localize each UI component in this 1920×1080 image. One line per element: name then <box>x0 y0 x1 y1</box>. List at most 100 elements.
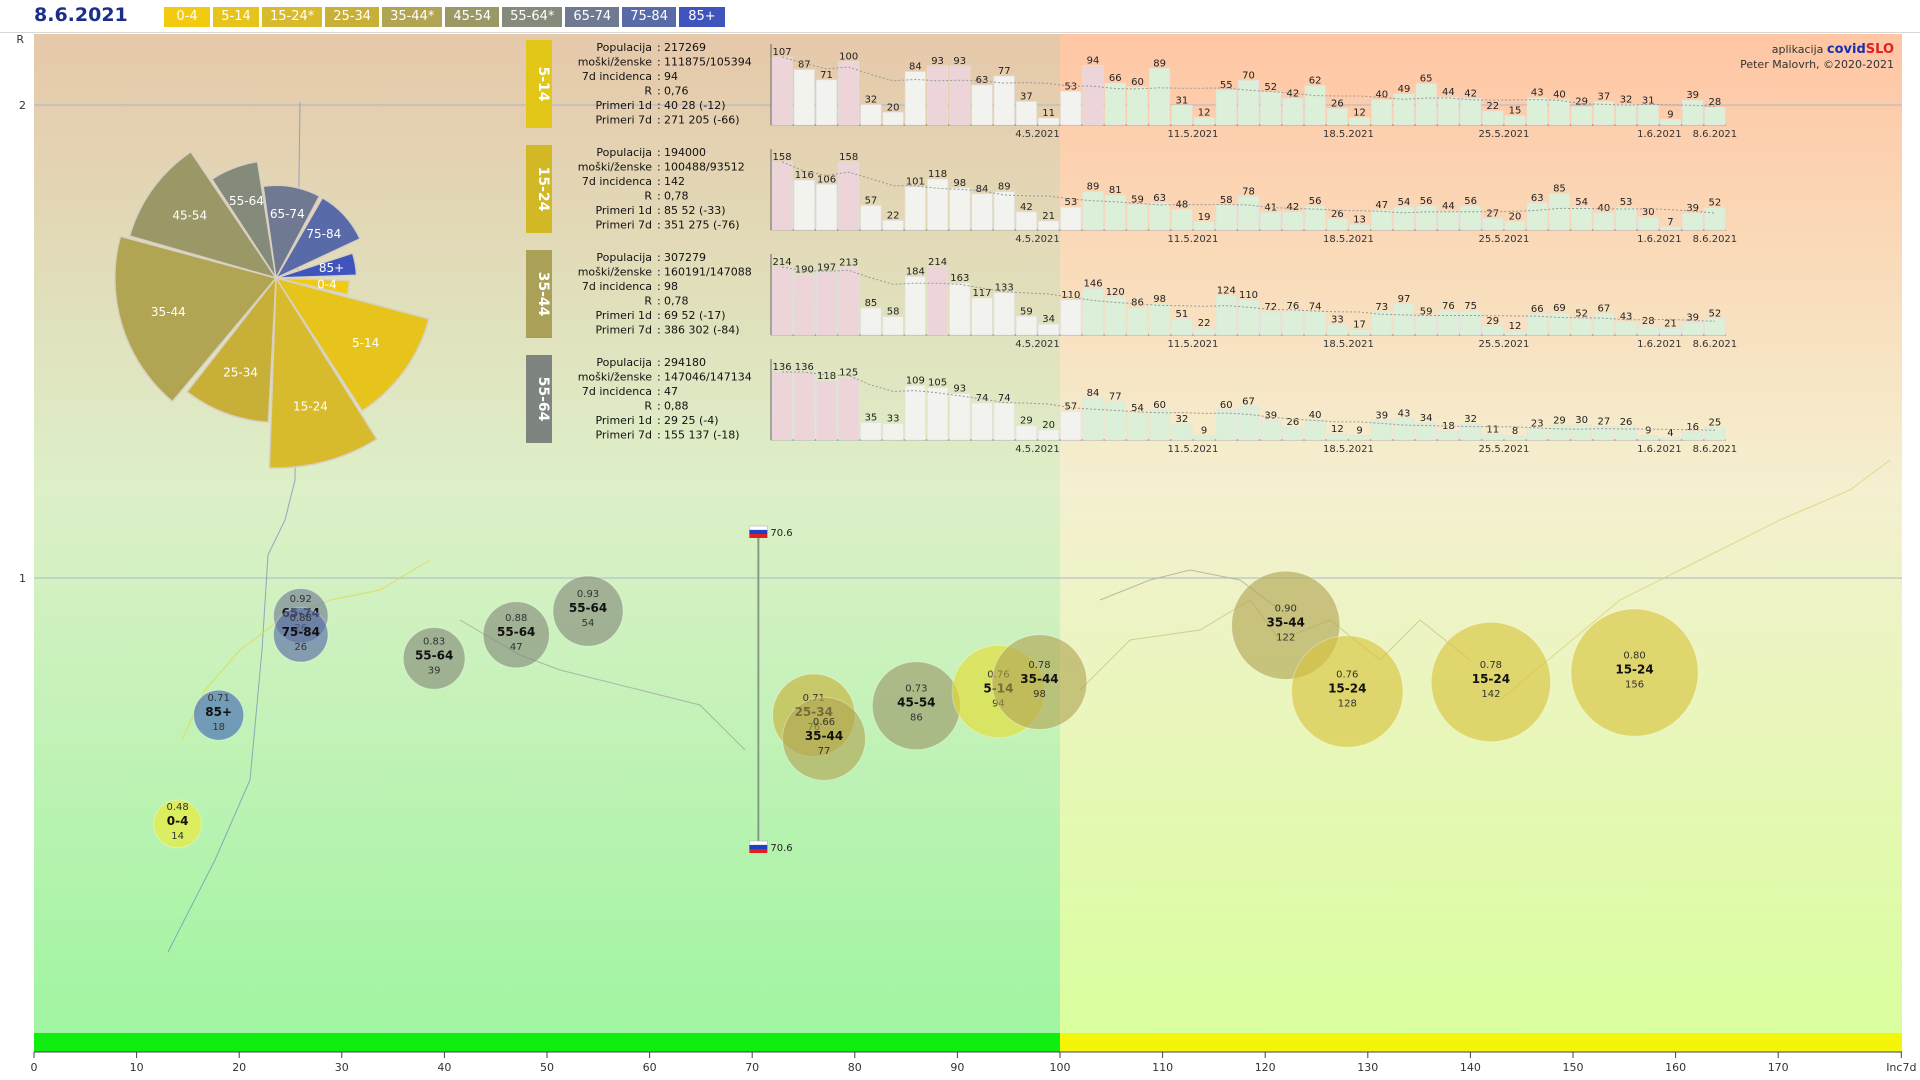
mini-bar-label: 32 <box>1620 95 1633 106</box>
mini-bar <box>771 56 793 126</box>
stat-label: moški/ženske <box>578 266 653 279</box>
pie-slice-label: 5-14 <box>352 336 379 350</box>
mini-bar <box>815 272 837 336</box>
stat-sep: : <box>657 414 661 427</box>
mini-bar-label: 65 <box>1420 74 1433 85</box>
mini-bar <box>1637 325 1659 336</box>
pie-slice-15-24 <box>268 275 378 469</box>
bubble-r-label: 0.90 <box>1275 603 1297 614</box>
stat-sep: : <box>657 204 661 217</box>
mini-bar <box>1282 310 1304 336</box>
mini-bar <box>1126 412 1148 441</box>
mini-bar-label: 77 <box>1109 392 1122 403</box>
mini-bar-label: 43 <box>1531 88 1544 99</box>
mini-bar <box>1215 295 1237 336</box>
mini-bar <box>1548 193 1570 231</box>
mini-bar-label: 98 <box>1153 294 1166 305</box>
mini-x-tick-label: 4.5.2021 <box>1015 234 1060 245</box>
mini-bar-label: 117 <box>972 288 991 299</box>
mini-bar <box>1393 206 1415 231</box>
bubble-r-label: 0.93 <box>577 589 599 600</box>
mini-bar <box>838 377 860 441</box>
reference-label-top: 70.6 <box>770 528 792 539</box>
stat-label: moški/ženske <box>578 56 653 69</box>
mini-bar-label: 84 <box>909 62 922 73</box>
mini-bar-label: 44 <box>1442 201 1455 212</box>
mini-bar <box>1126 204 1148 231</box>
pie-slice-label: 75-84 <box>306 227 341 241</box>
stat-sep: : <box>657 356 661 369</box>
strip-low <box>34 1033 1060 1052</box>
pie-slice-label: 25-34 <box>223 366 258 380</box>
bubble-r-label: 0.66 <box>813 717 835 728</box>
mini-bar-label: 106 <box>817 174 836 185</box>
pie-slice-label: 55-64 <box>229 194 264 208</box>
mini-bar <box>1393 93 1415 126</box>
mini-bar <box>927 178 949 231</box>
mini-bar <box>1038 323 1060 336</box>
legend-chip-9: 85+ <box>678 7 725 27</box>
pie-slice-label: 15-24 <box>293 399 328 413</box>
mini-x-tick-label: 8.6.2021 <box>1693 444 1738 455</box>
mini-bar-label: 158 <box>773 152 792 163</box>
bubble-group-label: 75-84 <box>282 625 320 639</box>
bubble-inc-label: 54 <box>582 618 595 629</box>
mini-bar-label: 52 <box>1264 82 1277 93</box>
strip-high <box>1060 1033 1902 1052</box>
stat-value: 160191/147088 <box>664 266 752 279</box>
mini-bar <box>1615 426 1637 441</box>
mini-bar <box>1526 428 1548 441</box>
mini-bar-label: 58 <box>1220 195 1233 206</box>
mini-bar-label: 110 <box>1061 290 1080 301</box>
credit-author: Peter Malovrh, ©2020-2021 <box>1740 58 1894 71</box>
mini-bar-label: 43 <box>1620 311 1633 322</box>
mini-bar-label: 54 <box>1398 197 1411 208</box>
x-tick-label: 10 <box>130 1061 144 1074</box>
mini-bar-label: 8 <box>1512 426 1518 437</box>
mini-bar-label: 76 <box>1287 301 1300 312</box>
stat-label: R <box>644 85 652 98</box>
mini-bar-label: 57 <box>865 195 878 206</box>
mini-bar <box>993 75 1015 126</box>
bubble-group-label: 15-24 <box>1615 663 1653 677</box>
stat-value: 386 302 (-84) <box>664 324 740 337</box>
mini-x-tick-label: 4.5.2021 <box>1015 129 1060 140</box>
mini-bar-label: 85 <box>1553 183 1566 194</box>
mini-bar-label: 23 <box>1531 419 1544 430</box>
stat-value: 294180 <box>664 356 706 369</box>
header-bar: 8.6.2021 0-4 5-14 15-24* 25-34 35-44* 45-54 55… <box>0 0 1920 33</box>
legend-chip-0: 0-4 <box>164 7 210 27</box>
stat-label: 7d incidenca <box>582 280 652 293</box>
stat-label: Populacija <box>596 251 652 264</box>
mini-bar <box>1193 117 1215 126</box>
stat-sep: : <box>657 429 661 442</box>
bubble-circle <box>552 575 624 647</box>
mini-bar <box>1282 98 1304 126</box>
stat-value: 307279 <box>664 251 706 264</box>
mini-bar-label: 86 <box>1131 298 1144 309</box>
stat-label: 7d incidenca <box>582 175 652 188</box>
panel-tab-label: 55-64 <box>535 377 551 422</box>
mini-bar-label: 21 <box>1042 211 1055 222</box>
mini-bar <box>1104 401 1126 441</box>
x-tick-label: 150 <box>1563 1061 1584 1074</box>
pie-slice-label: 35-44 <box>151 305 186 319</box>
mini-bar <box>1349 117 1371 126</box>
bubble-inc-label: 18 <box>212 722 225 733</box>
mini-bar <box>949 65 971 126</box>
mini-bar-label: 97 <box>1398 294 1411 305</box>
bubble-group-label: 35-44 <box>1267 615 1305 629</box>
mini-bar <box>1126 307 1148 336</box>
mini-bar-label: 66 <box>1109 73 1122 84</box>
mini-bar-label: 60 <box>1153 400 1166 411</box>
mini-bar <box>1482 325 1504 336</box>
mini-x-tick-label: 4.5.2021 <box>1015 444 1060 455</box>
mini-bar-label: 20 <box>887 102 900 113</box>
stat-value: 155 137 (-18) <box>664 429 740 442</box>
mini-bar-label: 58 <box>887 307 900 318</box>
bubble-r-label: 0.73 <box>905 684 927 695</box>
app-credit: aplikacija covidSLO Peter Malovrh, ©2020… <box>1740 42 1894 72</box>
stat-label: Primeri 7d <box>595 429 652 442</box>
pie-slice-35-44 <box>114 235 278 403</box>
